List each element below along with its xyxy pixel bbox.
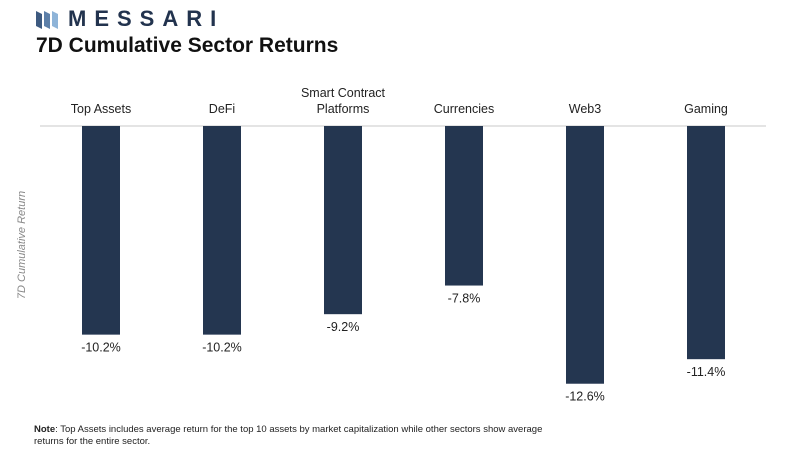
- bar-defi: [203, 126, 241, 335]
- bar-chart: 7D Cumulative Return -10.2%Top Assets-10…: [16, 86, 766, 404]
- bar-smart-contract-platforms: [324, 126, 362, 315]
- data-label-currencies: -7.8%: [448, 292, 481, 306]
- bars-group: -10.2% Top Assets -10.2% DeFi -9.2% Smart Con…: [71, 86, 728, 404]
- data-label-gaming: -11.4%: [687, 365, 726, 379]
- category-label-top-assets: Top Assets: [71, 102, 131, 116]
- data-label-defi: -10.2%: [202, 341, 242, 355]
- bar-currencies: [445, 126, 483, 286]
- category-label-web3: Web3: [569, 102, 601, 116]
- y-axis-label: 7D Cumulative Return: [16, 191, 28, 299]
- chart-title: 7D Cumulative Sector Returns: [36, 34, 339, 57]
- category-label-gaming: Gaming: [684, 102, 728, 116]
- data-label-web3: -12.6%: [565, 390, 605, 404]
- bar-web3: [566, 126, 604, 384]
- category-label-smart-contract-platforms: Smart Contract Platforms: [301, 86, 386, 116]
- bar-top-assets: [82, 126, 120, 335]
- bar-gaming: [687, 126, 725, 360]
- footnote-text: : Top Assets includes average return for…: [34, 424, 543, 447]
- brand-row: MESSARI: [36, 6, 338, 32]
- footnote: Note: Top Assets includes average return…: [34, 424, 574, 448]
- category-label-currencies: Currencies: [434, 102, 494, 116]
- footnote-label: Note: [34, 424, 56, 435]
- header: MESSARI 7D Cumulative Sector Returns: [36, 6, 338, 58]
- messari-logo-icon: [36, 11, 58, 29]
- data-label-top-assets: -10.2%: [81, 341, 121, 355]
- category-label-defi: DeFi: [209, 102, 235, 116]
- data-label-smart-contract-platforms: -9.2%: [327, 320, 360, 334]
- brand-name: MESSARI: [68, 6, 225, 31]
